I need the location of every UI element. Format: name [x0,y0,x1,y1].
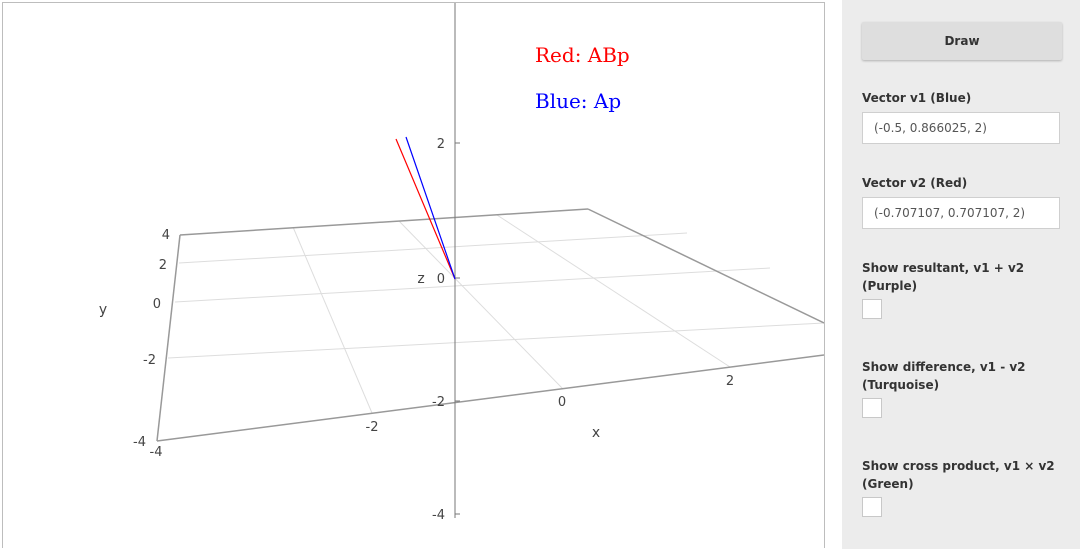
y-tick-label: -4 [133,435,146,450]
show-difference-checkbox[interactable] [862,398,882,418]
plot-area[interactable]: 2 0 -2 -4 z 4 2 0 -2 -4 y -4 -2 0 2 x Re… [2,2,825,548]
x-tick-label: -2 [366,420,379,435]
xy-plane-grid [167,214,824,414]
grid-line [292,226,373,414]
blue-vector-line [405,136,456,280]
legend-blue-label: Blue: Ap [535,89,622,113]
y-axis-label: y [99,302,107,318]
x-tick-label: -4 [150,445,163,460]
show-cross-product-checkbox[interactable] [862,497,882,517]
show-difference-label: Show difference, v1 - v2 (Turquoise) [862,360,1026,392]
grid-line [167,322,824,359]
x-tick-label: 2 [726,374,734,389]
frame-edge-back [179,208,589,236]
plot-canvas: 2 0 -2 -4 z 4 2 0 -2 -4 y -4 -2 0 2 x [99,3,824,523]
y-tick-label: 2 [159,258,167,273]
z-tick-label: -2 [432,395,445,410]
x-tick-label: 0 [558,395,566,410]
grid-line [398,220,564,390]
frame-edge-right [587,208,824,324]
legend-red-label: Red: ABp [535,43,630,67]
xy-plane-frame [156,208,824,442]
grid-line [496,214,731,368]
draw-button[interactable]: Draw [862,22,1062,60]
show-resultant-label: Show resultant, v1 + v2 (Purple) [862,261,1025,293]
x-axis-label: x [592,425,600,441]
show-cross-product-label: Show cross product, v1 × v2 (Green) [862,459,1055,491]
frame-edge-front [156,354,824,442]
show-resultant-checkbox[interactable] [862,299,882,319]
z-tick-label: 2 [437,137,445,152]
vector-v2-label: Vector v2 (Red) [862,176,968,190]
z-tick-label: -4 [432,508,445,523]
controls-sidebar: Draw Vector v1 (Blue) Vector v2 (Red) Sh… [842,0,1080,549]
vector-v2-input[interactable] [862,197,1060,229]
red-vector-line [395,138,456,280]
grid-line [178,232,688,264]
z-tick-label: 0 [437,272,445,287]
frame-edge-left [156,234,181,442]
y-tick-label: -2 [143,353,156,368]
vector-v1-input[interactable] [862,112,1060,144]
y-tick-label: 0 [153,297,161,312]
y-tick-label: 4 [162,228,170,243]
grid-line [174,267,771,303]
vector-v1-label: Vector v1 (Blue) [862,91,972,105]
z-axis-label: z [417,271,424,287]
